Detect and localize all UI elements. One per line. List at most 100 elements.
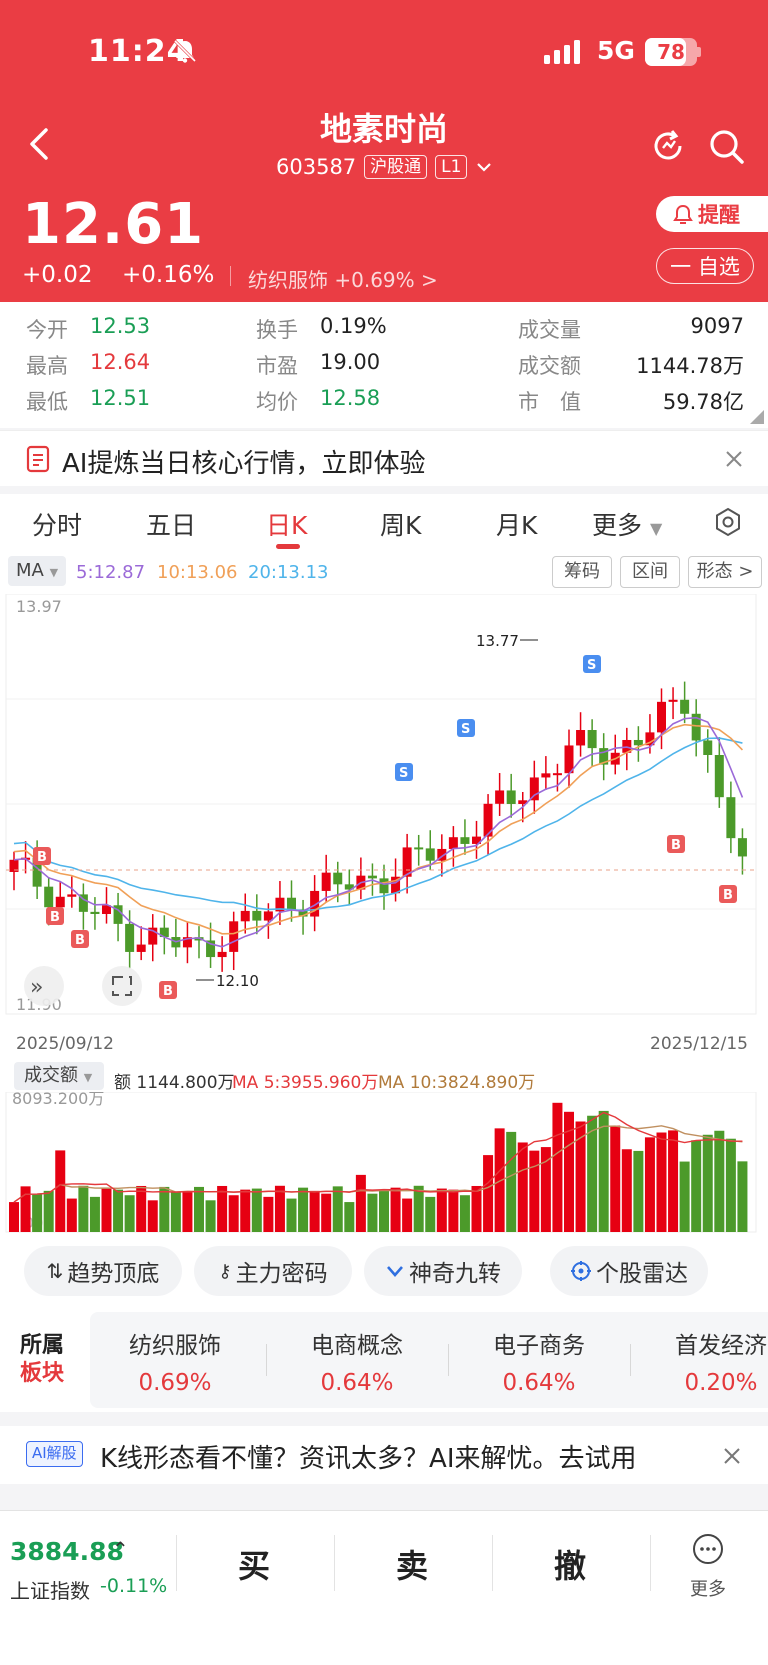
volume-bar bbox=[517, 1142, 528, 1232]
candle-body bbox=[263, 911, 273, 921]
sell-button[interactable]: 卖 bbox=[395, 1547, 428, 1585]
candle-body bbox=[310, 890, 320, 917]
candle-body bbox=[182, 937, 192, 948]
updown-arrow-icon: ⇅ bbox=[46, 1259, 64, 1283]
candle-body bbox=[287, 897, 296, 910]
ma20-value: 20:13.13 bbox=[248, 562, 329, 583]
candle-body bbox=[633, 739, 643, 746]
close-icon[interactable] bbox=[722, 1446, 742, 1466]
volume-bar bbox=[240, 1189, 251, 1232]
search-icon[interactable] bbox=[706, 126, 746, 166]
tab-more[interactable]: 更多 ▼ bbox=[592, 511, 663, 540]
add-watchlist-button[interactable]: 一 自选 bbox=[656, 248, 754, 284]
stock-radar-button[interactable]: 个股雷达 bbox=[550, 1246, 708, 1296]
settings-icon[interactable] bbox=[712, 506, 744, 538]
connect-tag: 沪股通 bbox=[364, 155, 428, 179]
refresh-icon[interactable] bbox=[648, 126, 688, 166]
candle-body bbox=[402, 847, 412, 877]
chip-button[interactable]: 筹码 bbox=[552, 556, 612, 588]
quote-panel: 今开 12.53 最高 12.64 最低 12.51 换手 0.19% 市盈 1… bbox=[0, 302, 768, 428]
candle-body bbox=[379, 878, 389, 894]
more-button[interactable]: 更多 bbox=[676, 1531, 740, 1601]
amount-label: 成交额 bbox=[518, 354, 581, 378]
sector-item[interactable]: 电子商务 0.64% bbox=[493, 1333, 585, 1396]
volume-bar bbox=[552, 1102, 563, 1232]
stock-code-row[interactable]: 603587 沪股通 L1 bbox=[276, 152, 493, 182]
main-force-code-button[interactable]: ⚷ 主力密码 bbox=[194, 1246, 352, 1296]
close-icon[interactable] bbox=[724, 449, 744, 469]
stock-code: 603587 bbox=[276, 155, 357, 179]
candle-body bbox=[564, 745, 574, 774]
stock-name: 地素时尚 bbox=[319, 110, 448, 148]
expand-left-button bbox=[24, 966, 64, 1006]
tab-monthly-k[interactable]: 月K bbox=[496, 511, 538, 540]
cancel-order-button[interactable]: 撤 bbox=[553, 1547, 586, 1585]
signal-icon bbox=[544, 40, 580, 64]
tab-daily-k[interactable]: 日K bbox=[266, 511, 308, 540]
candle-body bbox=[159, 927, 169, 938]
candle-body bbox=[217, 951, 227, 958]
candle-body bbox=[529, 777, 539, 801]
chevron-down-icon[interactable] bbox=[475, 160, 493, 174]
ai-tip-banner[interactable]: AI解股 K线形态看不懂？资讯太多？AI来解忧。去试用 bbox=[0, 1426, 768, 1484]
volume-bar bbox=[575, 1121, 586, 1232]
magic-nine-button[interactable]: 神奇九转 bbox=[364, 1246, 522, 1296]
ma-indicator-select[interactable]: MA ▼ bbox=[8, 556, 66, 586]
price-change-pct: +0.16% bbox=[122, 262, 215, 288]
document-icon bbox=[26, 445, 50, 473]
industry-link[interactable]: 纺织服饰 +0.69% > bbox=[248, 268, 438, 292]
candle-body bbox=[483, 803, 493, 837]
candle-body bbox=[67, 894, 77, 897]
candle-body bbox=[78, 894, 88, 912]
trend-top-bottom-button[interactable]: ⇅ 趋势顶底 bbox=[24, 1246, 182, 1296]
vol-ma10: MA 10:3824.890万 bbox=[378, 1073, 536, 1093]
tab-intraday[interactable]: 分时 bbox=[32, 511, 83, 540]
candle-body bbox=[391, 876, 401, 894]
candle-body bbox=[460, 837, 470, 844]
candle-body bbox=[44, 886, 54, 908]
open-label: 今开 bbox=[26, 318, 68, 342]
pattern-button[interactable]: 形态 > bbox=[688, 556, 762, 588]
candle-body bbox=[668, 699, 678, 702]
volume-bar bbox=[205, 1200, 216, 1232]
sector-item[interactable]: 纺织服饰 0.69% bbox=[129, 1333, 221, 1396]
ai-banner[interactable]: AI提炼当日核心行情，立即体验 bbox=[0, 430, 768, 486]
bottom-trade-bar: 3884.88 ⌃ 上证指数 -0.11% 买 卖 撤 更多 bbox=[0, 1510, 768, 1665]
sell-signal-text: S bbox=[399, 766, 408, 781]
volume-bar bbox=[170, 1192, 181, 1232]
expand-corner-icon[interactable] bbox=[750, 410, 764, 424]
volume-bar bbox=[78, 1185, 89, 1232]
ai-tip-text: K线形态看不懂？资讯太多？AI来解忧。去试用 bbox=[100, 1444, 637, 1474]
candle-body bbox=[206, 940, 216, 958]
volume-bar bbox=[147, 1200, 158, 1232]
volume-indicator-select[interactable]: 成交额 ▼ bbox=[14, 1062, 104, 1090]
candle-body bbox=[541, 773, 551, 778]
candle-body bbox=[737, 838, 747, 857]
ma20-line bbox=[13, 737, 743, 912]
sector-item[interactable]: 电商概念 0.64% bbox=[311, 1333, 403, 1396]
vol-ma10-line bbox=[13, 1125, 743, 1203]
candle-body bbox=[367, 875, 377, 879]
buy-button[interactable]: 买 bbox=[237, 1547, 270, 1585]
buy-signal-text: B bbox=[75, 933, 85, 948]
range-button[interactable]: 区间 bbox=[620, 556, 680, 588]
max-price-label: 13.77 bbox=[476, 632, 519, 650]
volume-bar bbox=[32, 1193, 43, 1232]
candle-body bbox=[518, 800, 528, 804]
volume-bar bbox=[159, 1186, 170, 1232]
tab-weekly-k[interactable]: 周K bbox=[380, 511, 422, 540]
pe-value: 19.00 bbox=[320, 350, 381, 374]
buy-signal-badge bbox=[667, 835, 685, 853]
candle-body bbox=[657, 701, 666, 733]
remind-button[interactable]: 提醒 bbox=[656, 196, 768, 232]
current-price: 12.61 bbox=[22, 192, 205, 257]
price-change: +0.02 bbox=[22, 262, 93, 288]
tab-five-day[interactable]: 五日 bbox=[146, 511, 197, 540]
back-arrow-icon[interactable] bbox=[20, 122, 60, 166]
sector-item[interactable]: 首发经济 0.20% bbox=[675, 1333, 767, 1396]
candle-body bbox=[229, 921, 239, 952]
stock-header: 11:24 5G 78 地素时尚 603587 沪股通 L1 12.61 bbox=[0, 0, 768, 302]
volume-bar bbox=[321, 1193, 332, 1232]
